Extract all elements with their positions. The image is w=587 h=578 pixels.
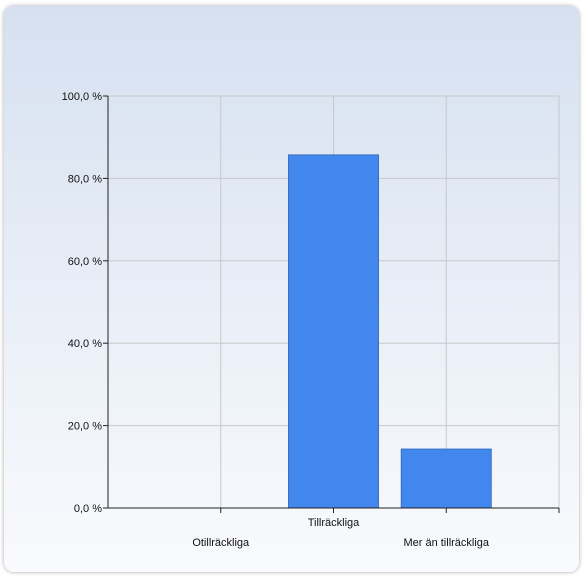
y-tick-labels: 0,0 % 20,0 % 40,0 % 60,0 % 80,0 % 100,0 % — [62, 91, 103, 515]
y-tick-label: 60,0 % — [68, 256, 102, 268]
x-tick-label: Tillräckliga — [308, 517, 360, 529]
axes — [103, 95, 560, 513]
x-tick-label: Mer än tillräckliga — [403, 537, 489, 549]
y-tick-label: 80,0 % — [68, 173, 102, 185]
bar-1 — [288, 154, 379, 509]
bars — [288, 154, 492, 509]
y-tick-label: 100,0 % — [62, 91, 103, 103]
y-tick-label: 20,0 % — [68, 421, 102, 433]
bar-chart: 0,0 % 20,0 % 40,0 % 60,0 % 80,0 % 100,0 % Oti… — [62, 91, 560, 549]
x-tick-labels: Otillräckliga Tillräckliga Mer än tillräck… — [192, 517, 490, 549]
y-tick-label: 40,0 % — [68, 338, 102, 350]
y-tick-label: 0,0 % — [74, 503, 102, 515]
bar-2 — [400, 448, 492, 509]
chart-panel: 0,0 % 20,0 % 40,0 % 60,0 % 80,0 % 100,0 % Oti… — [4, 6, 579, 572]
x-tick-label: Otillräckliga — [192, 537, 250, 549]
